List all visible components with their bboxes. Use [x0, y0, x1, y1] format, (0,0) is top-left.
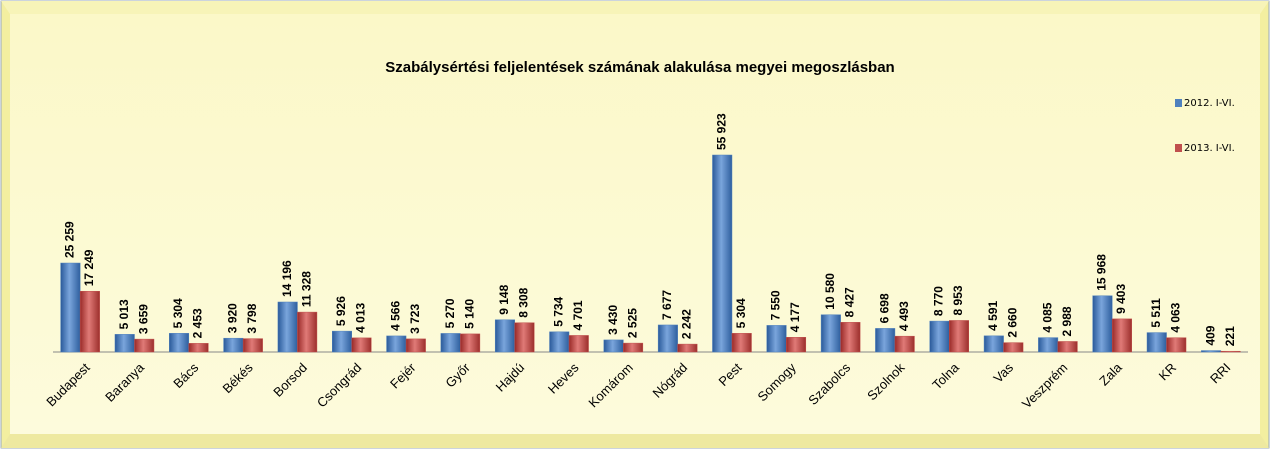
data-label: 4 013: [354, 303, 368, 333]
legend-label: 2013. I-VI.: [1184, 143, 1235, 154]
bar: [60, 262, 81, 353]
bar: [623, 342, 644, 353]
data-label: 4 085: [1040, 302, 1054, 332]
data-label: 17 249: [82, 249, 96, 286]
bar: [1220, 350, 1241, 353]
data-label: 8 953: [951, 285, 965, 315]
bar: [840, 322, 861, 353]
data-label: 4 063: [1168, 302, 1182, 332]
data-label: 7 677: [660, 290, 674, 320]
data-label: 5 140: [462, 299, 476, 329]
data-label: 10 580: [823, 273, 837, 310]
bevel: [1, 434, 1269, 448]
data-label: 5 511: [1149, 298, 1163, 328]
data-label: 2 660: [1005, 307, 1019, 337]
data-label: 9 403: [1114, 284, 1128, 314]
data-label: 4 493: [897, 301, 911, 331]
data-label: 3 723: [408, 304, 422, 334]
data-label: 9 148: [497, 284, 511, 314]
bar: [514, 322, 535, 353]
bar: [277, 301, 298, 353]
bar: [820, 314, 841, 353]
bar: [79, 290, 100, 353]
data-label: 3 798: [245, 303, 259, 333]
bar: [494, 319, 515, 353]
bar: [1146, 332, 1167, 353]
bar: [351, 337, 372, 353]
data-label: 15 968: [1095, 254, 1109, 291]
legend-swatch: [1175, 99, 1182, 107]
data-label: 14 196: [280, 260, 294, 297]
bar: [603, 339, 624, 353]
bar: [1166, 337, 1187, 353]
bar: [677, 343, 698, 353]
bar: [460, 333, 481, 353]
bar: [568, 335, 589, 353]
bar: [1111, 318, 1132, 353]
bar: [114, 334, 135, 353]
bar: [1038, 337, 1059, 353]
bar: [169, 333, 190, 353]
data-label: 7 550: [769, 290, 783, 320]
bar: [712, 154, 733, 353]
chart-title: Szabálysértési feljelentések számának al…: [385, 59, 894, 76]
data-label: 3 430: [606, 305, 620, 335]
legend-label: 2012. I-VI.: [1184, 98, 1235, 109]
bevel: [1, 1, 1269, 14]
bar: [1092, 295, 1113, 353]
bar: [949, 320, 969, 353]
bar: [440, 333, 461, 353]
data-label: 2 242: [680, 309, 694, 339]
data-label: 2 525: [625, 308, 639, 338]
data-label: 2 988: [1060, 306, 1074, 336]
data-label: 8 308: [517, 287, 531, 317]
data-label: 5 734: [551, 296, 565, 326]
bar: [1201, 350, 1222, 353]
bar: [657, 324, 678, 353]
bar: [1003, 342, 1024, 353]
bar: [875, 328, 896, 353]
data-label: 5 013: [117, 299, 131, 329]
data-label: 5 304: [171, 298, 185, 328]
bar: [188, 343, 209, 353]
data-label: 5 304: [734, 298, 748, 328]
data-label: 221: [1223, 326, 1237, 346]
data-label: 3 920: [226, 303, 240, 333]
data-label: 4 566: [388, 301, 402, 331]
data-label: 25 259: [63, 221, 77, 258]
data-label: 5 926: [334, 296, 348, 326]
data-label: 409: [1203, 325, 1217, 345]
data-label: 11 328: [299, 271, 313, 307]
bar: [405, 338, 426, 353]
bar: [386, 335, 407, 353]
bar: [242, 338, 263, 353]
bar: [786, 337, 807, 353]
data-label: 8 770: [932, 286, 946, 316]
data-label: 3 659: [136, 304, 150, 334]
bar: [929, 320, 950, 353]
data-label: 5 270: [443, 298, 457, 328]
data-label: 4 701: [571, 300, 585, 330]
bar: [134, 338, 155, 353]
bar: [1057, 341, 1078, 353]
bar: [731, 333, 752, 353]
bar: [332, 330, 352, 353]
data-label: 6 698: [877, 293, 891, 323]
data-label: 2 453: [191, 308, 205, 338]
bar: [297, 311, 318, 353]
data-label: 4 177: [788, 302, 802, 332]
bar: [549, 331, 570, 353]
data-label: 4 591: [986, 300, 1000, 330]
data-label: 55 923: [714, 113, 728, 150]
bar: [766, 325, 787, 353]
plot-background: [10, 14, 1260, 434]
bar: [983, 335, 1004, 353]
legend-swatch: [1175, 144, 1182, 152]
data-label: 8 427: [843, 287, 857, 317]
bar: [894, 335, 915, 353]
bar: [223, 337, 244, 353]
